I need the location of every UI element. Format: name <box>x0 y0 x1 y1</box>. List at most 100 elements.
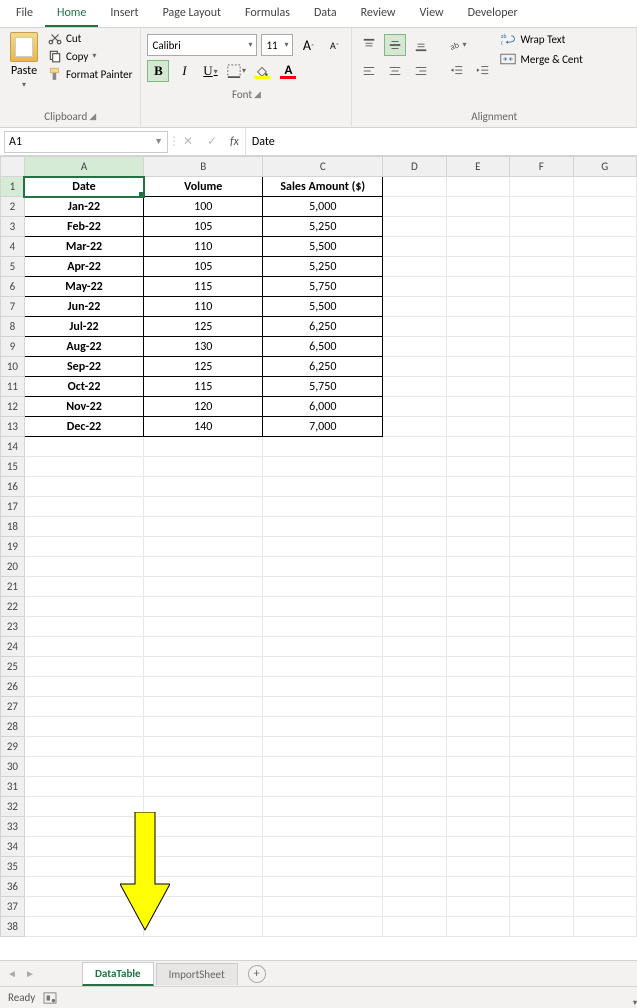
cell-G7[interactable] <box>573 297 637 317</box>
cell-A22[interactable] <box>24 597 143 617</box>
cell-G30[interactable] <box>573 757 637 777</box>
ribbon-tab-page-layout[interactable]: Page Layout <box>151 0 233 27</box>
cell-E23[interactable] <box>446 617 509 637</box>
cell-F21[interactable] <box>510 577 573 597</box>
cell-G15[interactable] <box>573 457 637 477</box>
cell-C10[interactable]: 6,250 <box>263 357 383 377</box>
cell-E28[interactable] <box>446 717 509 737</box>
cell-G38[interactable] <box>573 917 637 937</box>
cell-A12[interactable]: Nov-22 <box>24 397 143 417</box>
cell-C3[interactable]: 5,250 <box>263 217 383 237</box>
cell-A33[interactable] <box>24 817 143 837</box>
cell-B12[interactable]: 120 <box>144 397 263 417</box>
row-header-26[interactable]: 26 <box>1 677 25 697</box>
cell-F14[interactable] <box>510 437 573 457</box>
cell-G33[interactable] <box>573 817 637 837</box>
sheet-nav-next[interactable]: ► <box>22 966 38 982</box>
cell-D20[interactable] <box>383 557 446 577</box>
col-header-A[interactable]: A <box>24 157 143 177</box>
cell-E2[interactable] <box>446 197 509 217</box>
cell-F8[interactable] <box>510 317 573 337</box>
cell-B38[interactable] <box>144 917 263 937</box>
decrease-indent-button[interactable] <box>446 60 468 82</box>
cell-F33[interactable] <box>510 817 573 837</box>
row-header-15[interactable]: 15 <box>1 457 25 477</box>
cell-C31[interactable] <box>263 777 383 797</box>
cell-G13[interactable] <box>573 417 637 437</box>
cell-A27[interactable] <box>24 697 143 717</box>
cell-D36[interactable] <box>383 877 446 897</box>
cell-G1[interactable] <box>573 177 637 197</box>
cell-D24[interactable] <box>383 637 446 657</box>
cell-D29[interactable] <box>383 737 446 757</box>
cell-A11[interactable]: Oct-22 <box>24 377 143 397</box>
cell-C14[interactable] <box>263 437 383 457</box>
cell-F28[interactable] <box>510 717 573 737</box>
cell-A24[interactable] <box>24 637 143 657</box>
cell-A31[interactable] <box>24 777 143 797</box>
cell-F2[interactable] <box>510 197 573 217</box>
cell-B9[interactable]: 130 <box>144 337 263 357</box>
row-header-21[interactable]: 21 <box>1 577 25 597</box>
cell-E18[interactable] <box>446 517 509 537</box>
cell-B5[interactable]: 105 <box>144 257 263 277</box>
cell-D25[interactable] <box>383 657 446 677</box>
row-header-28[interactable]: 28 <box>1 717 25 737</box>
cell-A9[interactable]: Aug-22 <box>24 337 143 357</box>
cell-D10[interactable] <box>383 357 446 377</box>
bold-button[interactable]: B <box>147 60 169 82</box>
cell-D16[interactable] <box>383 477 446 497</box>
cell-E33[interactable] <box>446 817 509 837</box>
format-painter-button[interactable]: Format Painter <box>46 66 134 82</box>
cell-C25[interactable] <box>263 657 383 677</box>
cut-button[interactable]: Cut <box>46 30 134 46</box>
cell-D27[interactable] <box>383 697 446 717</box>
cell-D5[interactable] <box>383 257 446 277</box>
cell-D30[interactable] <box>383 757 446 777</box>
cell-B37[interactable] <box>144 897 263 917</box>
dialog-launcher-icon[interactable]: ◢ <box>254 89 261 100</box>
row-header-31[interactable]: 31 <box>1 777 25 797</box>
cell-C18[interactable] <box>263 517 383 537</box>
cell-C23[interactable] <box>263 617 383 637</box>
cell-D18[interactable] <box>383 517 446 537</box>
cell-F5[interactable] <box>510 257 573 277</box>
cell-F29[interactable] <box>510 737 573 757</box>
cell-A5[interactable]: Apr-22 <box>24 257 143 277</box>
cell-E27[interactable] <box>446 697 509 717</box>
row-header-35[interactable]: 35 <box>1 857 25 877</box>
row-header-24[interactable]: 24 <box>1 637 25 657</box>
row-header-25[interactable]: 25 <box>1 657 25 677</box>
ribbon-tab-insert[interactable]: Insert <box>98 0 150 27</box>
cell-C9[interactable]: 6,500 <box>263 337 383 357</box>
cell-B22[interactable] <box>144 597 263 617</box>
cell-D31[interactable] <box>383 777 446 797</box>
cell-B21[interactable] <box>144 577 263 597</box>
cell-C20[interactable] <box>263 557 383 577</box>
cell-A6[interactable]: May-22 <box>24 277 143 297</box>
row-header-7[interactable]: 7 <box>1 297 25 317</box>
cell-E30[interactable] <box>446 757 509 777</box>
cell-B13[interactable]: 140 <box>144 417 263 437</box>
row-header-16[interactable]: 16 <box>1 477 25 497</box>
cell-D35[interactable] <box>383 857 446 877</box>
cell-F38[interactable] <box>510 917 573 937</box>
cell-B17[interactable] <box>144 497 263 517</box>
cell-C22[interactable] <box>263 597 383 617</box>
cell-G19[interactable] <box>573 537 637 557</box>
cell-G20[interactable] <box>573 557 637 577</box>
row-header-1[interactable]: 1 <box>1 177 25 197</box>
cell-C37[interactable] <box>263 897 383 917</box>
cell-A36[interactable] <box>24 877 143 897</box>
copy-button[interactable]: Copy ▾ <box>46 48 134 64</box>
ribbon-tab-file[interactable]: File <box>4 0 45 27</box>
ribbon-tab-developer[interactable]: Developer <box>456 0 530 27</box>
cell-G23[interactable] <box>573 617 637 637</box>
paste-button[interactable]: Paste ▾ <box>6 30 42 92</box>
cell-A21[interactable] <box>24 577 143 597</box>
cell-D15[interactable] <box>383 457 446 477</box>
cell-F1[interactable] <box>510 177 573 197</box>
cell-G29[interactable] <box>573 737 637 757</box>
cell-B11[interactable]: 115 <box>144 377 263 397</box>
cell-E22[interactable] <box>446 597 509 617</box>
